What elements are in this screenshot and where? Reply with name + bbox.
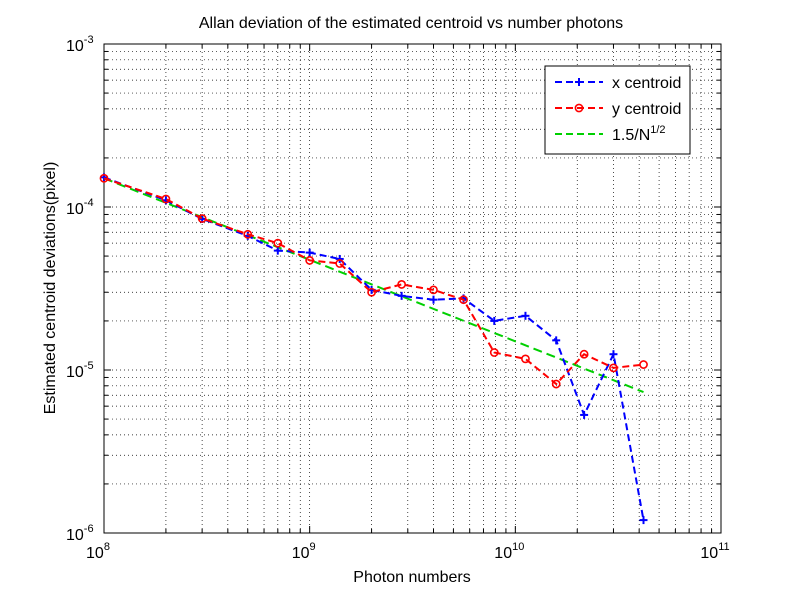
y-tick-label-base: 10: [66, 527, 84, 544]
data-point-y-centroid: [429, 285, 438, 295]
x-tick-label-exp: 11: [718, 541, 729, 553]
x-tick-label: 109: [292, 541, 316, 562]
data-point-y-centroid: [161, 194, 171, 204]
legend-label-fit: 1.5/N1/2: [612, 124, 666, 144]
data-point-x-centroid: [397, 291, 406, 300]
legend-label-y-centroid: y centroid: [612, 101, 681, 118]
data-point-y-centroid: [489, 348, 499, 357]
data-point-x-centroid: [305, 248, 314, 257]
x-tick-label-base: 10: [494, 545, 512, 562]
x-tick-label-exp: 9: [310, 541, 316, 553]
y-tick-label-base: 10: [66, 201, 84, 218]
data-point-x-centroid: [429, 295, 438, 304]
legend-box: [544, 65, 691, 155]
data-point-x-centroid: [273, 246, 282, 255]
x-tick-label-base: 10: [86, 545, 104, 562]
data-point-y-centroid: [579, 349, 589, 359]
x-tick-label: 1011: [700, 541, 729, 562]
data-point-y-centroid: [335, 259, 345, 268]
y-tick-label-base: 10: [66, 364, 84, 381]
data-point-y-centroid: [367, 287, 376, 297]
data-point-y-centroid: [197, 214, 207, 223]
y-tick-label-exp: -5: [84, 360, 94, 372]
data-point-y-centroid: [273, 238, 283, 248]
x-axis-title: Photon numbers: [353, 569, 470, 586]
data-point-y-centroid: [459, 295, 468, 305]
data-point-y-centroid: [551, 379, 561, 389]
data-point-y-centroid: [305, 256, 315, 265]
legend-marker-y-centroid: [574, 103, 584, 113]
x-tick-label: 108: [86, 541, 110, 562]
series-line-fit: [103, 177, 644, 394]
data-point-y-centroid: [609, 363, 618, 373]
data-point-x-centroid: [490, 316, 499, 325]
y-axis-title: Estimated centroid deviations(pixel): [42, 162, 59, 415]
data-point-x-centroid: [552, 336, 561, 345]
legend-marker-glyph: [575, 78, 583, 86]
y-tick-label: 10-5: [66, 360, 94, 381]
legend-label-fit-sup: 1/2: [650, 124, 665, 136]
y-tick-label-base: 10: [66, 38, 84, 55]
data-point-y-centroid: [521, 354, 530, 364]
data-point-x-centroid: [609, 350, 618, 359]
x-tick-label-exp: 8: [104, 541, 110, 553]
x-tick-label-exp: 10: [512, 541, 524, 553]
x-tick-label: 1010: [494, 541, 524, 562]
data-point-y-centroid: [99, 173, 109, 183]
legend-marker-x-centroid: [575, 78, 583, 86]
axes-box: [103, 43, 722, 534]
chart-title: Allan deviation of the estimated centroi…: [199, 15, 623, 32]
legend-marker-glyph: [574, 103, 584, 113]
data-point-x-centroid: [521, 311, 530, 320]
grid: [104, 44, 721, 533]
data-point-y-centroid: [243, 229, 253, 239]
legend-label-fit-main: 1.5/N: [612, 127, 650, 144]
data-point-y-centroid: [639, 360, 648, 369]
series-line-y-centroid: [103, 177, 644, 386]
legend-label-x-centroid: x centroid: [612, 75, 681, 92]
data-point-x-centroid: [639, 516, 648, 525]
data-point-x-centroid: [580, 410, 589, 419]
y-tick-label: 10-3: [66, 34, 94, 55]
x-tick-label-base: 10: [700, 545, 718, 562]
y-tick-label: 10-6: [66, 523, 94, 544]
y-tick-label: 10-4: [66, 197, 94, 218]
x-tick-label-base: 10: [292, 545, 310, 562]
series-layer: [99, 173, 648, 525]
legend: x centroid y centroid 1.5/N1/2: [544, 65, 691, 155]
y-tick-label-exp: -6: [84, 523, 94, 535]
data-point-y-centroid: [397, 280, 407, 289]
data-point-x-centroid: [335, 254, 344, 263]
y-tick-label-exp: -4: [84, 197, 94, 209]
y-tick-label-exp: -3: [84, 34, 94, 46]
